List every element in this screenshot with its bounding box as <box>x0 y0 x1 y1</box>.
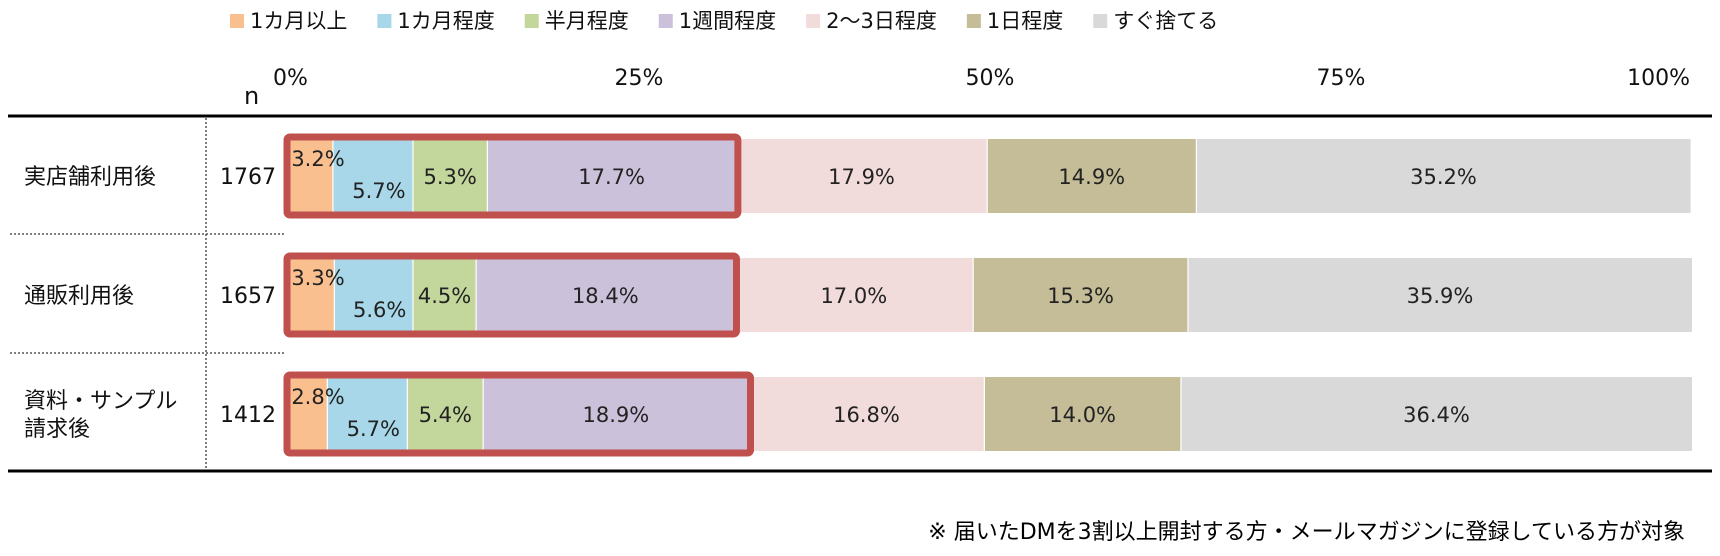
category-label-1: 通販利用後 <box>24 284 134 309</box>
legend-label-6: すぐ捨てる <box>1113 9 1218 33</box>
x-tick-label-0: 0% <box>273 66 308 91</box>
x-tick-label-2: 50% <box>966 66 1015 91</box>
legend-label-2: 半月程度 <box>545 9 629 33</box>
bar-0-3 <box>487 139 736 213</box>
legend-swatch-6 <box>1093 14 1108 28</box>
bar-2-6 <box>1180 377 1692 451</box>
legend-label-5: 1日程度 <box>987 9 1063 33</box>
data-label-0-2: 5.3% <box>423 165 476 189</box>
bar-2-5 <box>984 377 1181 451</box>
bar-0-5 <box>987 139 1197 213</box>
bar-0-6 <box>1196 139 1691 213</box>
bar-1-0 <box>288 258 335 332</box>
data-label-0-5: 14.9% <box>1058 165 1125 189</box>
data-label-1-2: 4.5% <box>418 284 471 308</box>
legend-swatch-4 <box>806 14 821 28</box>
data-label-2-1: 5.7% <box>347 417 400 441</box>
bar-1-5 <box>973 258 1188 332</box>
legend-swatch-5 <box>966 14 981 28</box>
bar-2-4 <box>748 377 985 451</box>
n-header: n <box>244 82 259 110</box>
bar-1-1 <box>334 258 413 332</box>
bar-1-2 <box>412 258 477 332</box>
n-value-1: 1657 <box>220 284 276 309</box>
data-label-0-6: 35.2% <box>1410 165 1477 189</box>
x-tick-label-3: 75% <box>1317 66 1366 91</box>
category-label-2-line-0: 資料・サンプル <box>24 389 177 414</box>
x-tick-label-1: 25% <box>615 66 664 91</box>
bar-1-3 <box>476 258 735 332</box>
highlight-box-1 <box>283 252 740 338</box>
data-label-1-1: 5.6% <box>353 298 406 322</box>
data-label-2-2: 5.4% <box>419 403 472 427</box>
data-label-1-0: 3.3% <box>291 266 344 290</box>
x-tick-label-4: 100% <box>1627 66 1690 91</box>
footnote: ※ 届いたDMを3割以上開封する方・メールマガジンに登録している方が対象 <box>928 520 1685 545</box>
data-label-0-1: 5.7% <box>352 179 405 203</box>
data-label-1-4: 17.0% <box>820 284 887 308</box>
data-label-1-5: 15.3% <box>1047 284 1114 308</box>
data-label-1-6: 35.9% <box>1407 284 1474 308</box>
bar-2-0 <box>288 377 328 451</box>
data-label-0-3: 17.7% <box>578 165 645 189</box>
legend-swatch-1 <box>377 14 392 28</box>
legend-label-3: 1週間程度 <box>679 9 776 33</box>
data-label-2-0: 2.8% <box>291 385 344 409</box>
data-label-2-4: 16.8% <box>833 403 900 427</box>
bar-2-2 <box>407 377 484 451</box>
category-label-0: 実店舗利用後 <box>24 165 156 190</box>
legend-swatch-3 <box>658 14 673 28</box>
legend-swatch-0 <box>230 14 244 28</box>
data-label-0-0: 3.2% <box>291 147 344 171</box>
bar-1-4 <box>734 258 974 332</box>
highlight-box-0 <box>283 133 742 219</box>
category-label-2-line-1: 請求後 <box>24 417 90 442</box>
legend-label-0: 1カ月以上 <box>250 9 347 33</box>
legend-label-4: 2～3日程度 <box>826 9 937 33</box>
bar-0-0 <box>288 139 333 213</box>
bar-1-6 <box>1187 258 1692 332</box>
n-value-2: 1412 <box>220 403 276 428</box>
bar-0-2 <box>412 139 488 213</box>
legend-swatch-2 <box>524 14 539 28</box>
bar-0-4 <box>735 139 988 213</box>
data-label-0-4: 17.9% <box>828 165 895 189</box>
bar-2-3 <box>483 377 749 451</box>
data-label-2-5: 14.0% <box>1049 403 1116 427</box>
legend-label-1: 1カ月程度 <box>397 9 494 33</box>
bar-0-1 <box>332 139 413 213</box>
highlight-box-2 <box>283 371 755 457</box>
data-label-2-6: 36.4% <box>1403 403 1470 427</box>
data-label-2-3: 18.9% <box>582 403 649 427</box>
bar-2-1 <box>327 377 408 451</box>
data-label-1-3: 18.4% <box>572 284 639 308</box>
n-value-0: 1767 <box>220 165 276 190</box>
